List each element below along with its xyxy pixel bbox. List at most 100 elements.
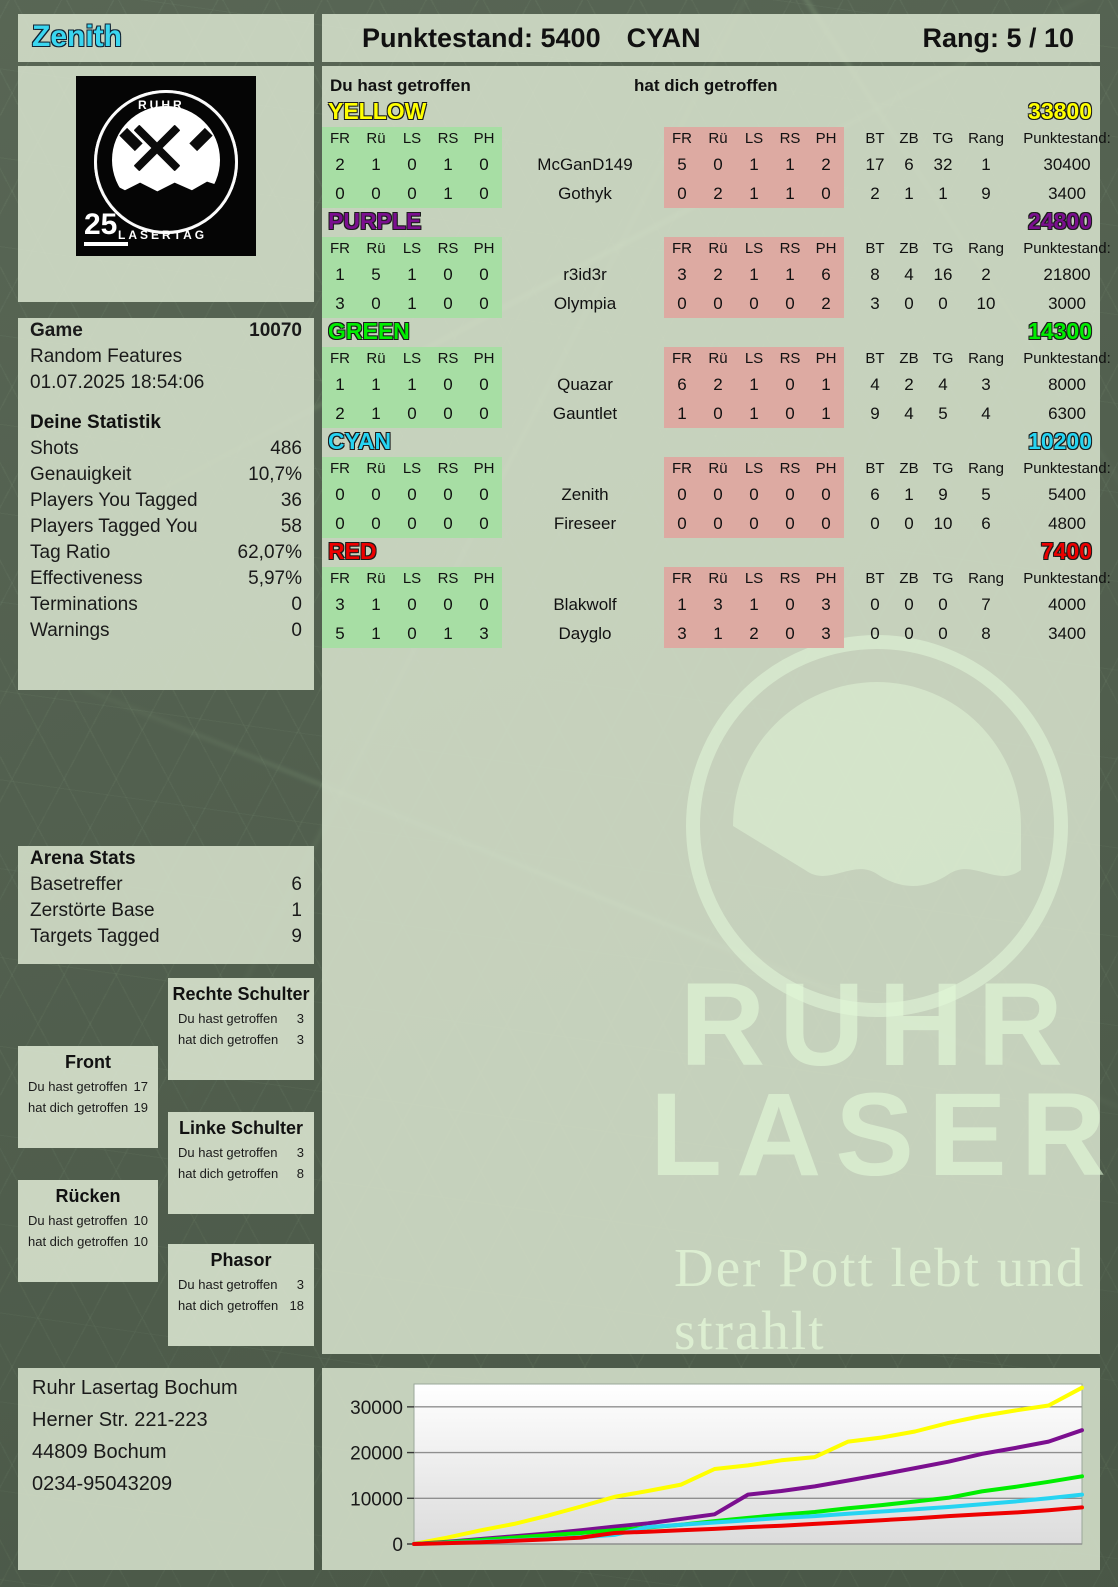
bodypart-them-row: hat dich getroffen 8 — [168, 1160, 314, 1181]
cell-extra: 2 — [870, 183, 880, 203]
team-list: YELLOW 33800 FR Rü LS RS PH FR Rü LS RS PH BT ZB TG R… — [322, 98, 1111, 648]
cell-tagged-you: 0 — [808, 509, 844, 538]
player-name-cell[interactable]: Quazar — [557, 374, 613, 394]
cell-you-tagged: 0 — [394, 619, 430, 648]
cell-tagged-you: 1 — [664, 590, 700, 619]
bodypart-you-value: 3 — [296, 1277, 304, 1292]
col-header-left: RS — [430, 347, 466, 370]
player-name-cell[interactable]: Fireseer — [553, 513, 617, 533]
cell-extra: 0 — [938, 293, 948, 313]
cell-extra: 0 — [870, 594, 880, 614]
cell-tagged-you: 0 — [736, 289, 772, 318]
col-header-extra: BT — [865, 570, 885, 587]
player-name-cell[interactable]: Gauntlet — [552, 403, 618, 423]
cell-tagged-you: 1 — [736, 179, 772, 208]
table-row[interactable]: 0 0 0 0 0 Zenith 0 0 0 0 0 6 1 9 5 5400 — [322, 480, 1118, 509]
arena-stats-panel: Arena Stats Basetreffer 6 Zerstörte Base… — [18, 846, 314, 964]
table-row[interactable]: 0 0 0 0 0 Fireseer 0 0 0 0 0 0 0 10 6 4800 — [322, 509, 1118, 538]
col-header-extra: TG — [932, 350, 954, 367]
team-header: RED 7400 — [322, 538, 1100, 567]
cell-extra: 5 — [938, 403, 948, 423]
col-header-left: FR — [322, 237, 358, 260]
cell-tagged-you: 1 — [772, 179, 808, 208]
cell-extra: 10 — [933, 513, 953, 533]
stat-label: Players Tagged You — [30, 516, 198, 537]
player-name-cell[interactable]: Blakwolf — [553, 594, 617, 614]
cell-you-tagged: 0 — [466, 289, 502, 318]
cell-tagged-you: 1 — [736, 260, 772, 289]
player-name-cell[interactable]: Zenith — [561, 484, 609, 504]
cell-points: 3400 — [1048, 623, 1086, 643]
col-header-right: RS — [772, 457, 808, 480]
cell-extra: 16 — [933, 264, 953, 284]
header-bar: Punktestand: 5400 CYAN Rang: 5 / 10 — [322, 14, 1100, 62]
cell-extra: 1 — [981, 154, 991, 174]
stat-value: 36 — [280, 490, 302, 511]
player-name-cell[interactable]: r3id3r — [563, 264, 607, 284]
cell-you-tagged: 0 — [394, 480, 430, 509]
cell-tagged-you: 0 — [700, 480, 736, 509]
col-header-right: PH — [808, 127, 844, 150]
col-header-extra: ZB — [899, 350, 919, 367]
game-id: 10070 — [249, 320, 302, 341]
col-header-left: PH — [466, 567, 502, 590]
player-name-cell[interactable]: Dayglo — [558, 623, 612, 643]
bodypart-them-value: 3 — [296, 1032, 304, 1047]
bodypart-title: Front — [65, 1052, 111, 1072]
cell-extra: 1 — [938, 183, 948, 203]
game-row: Game 10070 — [18, 318, 314, 344]
stat-label: Players You Tagged — [30, 490, 198, 511]
cell-you-tagged: 1 — [358, 590, 394, 619]
table-row[interactable]: 5 1 0 1 3 Dayglo 3 1 2 0 3 0 0 0 8 3400 — [322, 619, 1118, 648]
col-header-extra: BT — [865, 460, 885, 477]
cell-tagged-you: 0 — [772, 370, 808, 399]
stat-row: Players Tagged You 58 — [18, 514, 314, 540]
arena-list: Basetreffer 6 Zerstörte Base 1 Targets T… — [18, 872, 314, 950]
cell-you-tagged: 0 — [430, 399, 466, 428]
cell-you-tagged: 0 — [322, 179, 358, 208]
cell-you-tagged: 3 — [322, 590, 358, 619]
team-block-cyan: CYAN 10200 FR Rü LS RS PH FR Rü LS RS PH BT ZB TG Ran… — [322, 428, 1111, 538]
chart-ytick-label: 10000 — [350, 1489, 403, 1510]
bodypart-them-label: hat dich getroffen — [178, 1166, 279, 1181]
col-header-extra: Rang — [968, 570, 1004, 587]
col-header-left: Rü — [358, 567, 394, 590]
cell-you-tagged: 1 — [358, 619, 394, 648]
table-row[interactable]: 3 1 0 0 0 Blakwolf 1 3 1 0 3 0 0 0 7 4000 — [322, 590, 1118, 619]
player-name-cell[interactable]: Gothyk — [558, 183, 612, 203]
col-header-left: RS — [430, 127, 466, 150]
cell-tagged-you: 3 — [664, 619, 700, 648]
cell-tagged-you: 0 — [772, 399, 808, 428]
col-header-points: Punktestand: — [1023, 130, 1111, 147]
col-header-extra: ZB — [899, 460, 919, 477]
bodypart-title: Rücken — [55, 1186, 121, 1206]
player-name-cell[interactable]: McGanD149 — [537, 154, 633, 174]
cell-extra: 2 — [904, 374, 914, 394]
table-row[interactable]: 2 1 0 0 0 Gauntlet 1 0 1 0 1 9 4 5 4 6300 — [322, 399, 1118, 428]
col-header-right: Rü — [700, 347, 736, 370]
chart-line-green — [412, 1474, 1084, 1546]
arena-label: Zerstörte Base — [30, 900, 155, 921]
table-row[interactable]: 3 0 1 0 0 Olympia 0 0 0 0 2 3 0 0 10 3000 — [322, 289, 1118, 318]
col-header-left: Rü — [358, 457, 394, 480]
table-row[interactable]: 2 1 0 1 0 McGanD149 5 0 1 1 2 17 6 32 1 30400 — [322, 150, 1118, 179]
table-row[interactable]: 1 1 1 0 0 Quazar 6 2 1 0 1 4 2 4 3 8000 — [322, 370, 1118, 399]
bodypart-them-label: hat dich getroffen — [178, 1032, 279, 1047]
player-name-cell[interactable]: Olympia — [553, 293, 617, 313]
game-datetime: 01.07.2025 18:54:06 — [30, 372, 205, 393]
stat-value: 0 — [291, 620, 302, 641]
cell-you-tagged: 0 — [358, 289, 394, 318]
logo-panel: RUHR LASERTAG 25 — [18, 66, 314, 302]
cell-you-tagged: 0 — [430, 509, 466, 538]
cell-tagged-you: 0 — [772, 289, 808, 318]
bodypart-them-label: hat dich getroffen — [178, 1298, 279, 1313]
bodypart-them-row: hat dich getroffen 19 — [18, 1094, 158, 1115]
table-row[interactable]: 1 5 1 0 0 r3id3r 3 2 1 1 6 8 4 16 2 21800 — [322, 260, 1118, 289]
bodypart-you-row: Du hast getroffen 10 — [18, 1207, 158, 1228]
chart-line-red — [412, 1505, 1084, 1546]
col-header-points: Punktestand: — [1023, 350, 1111, 367]
table-row[interactable]: 0 0 0 1 0 Gothyk 0 2 1 1 0 2 1 1 9 3400 — [322, 179, 1118, 208]
game-label: Game — [30, 320, 83, 341]
cell-you-tagged: 3 — [466, 619, 502, 648]
cell-you-tagged: 3 — [322, 289, 358, 318]
